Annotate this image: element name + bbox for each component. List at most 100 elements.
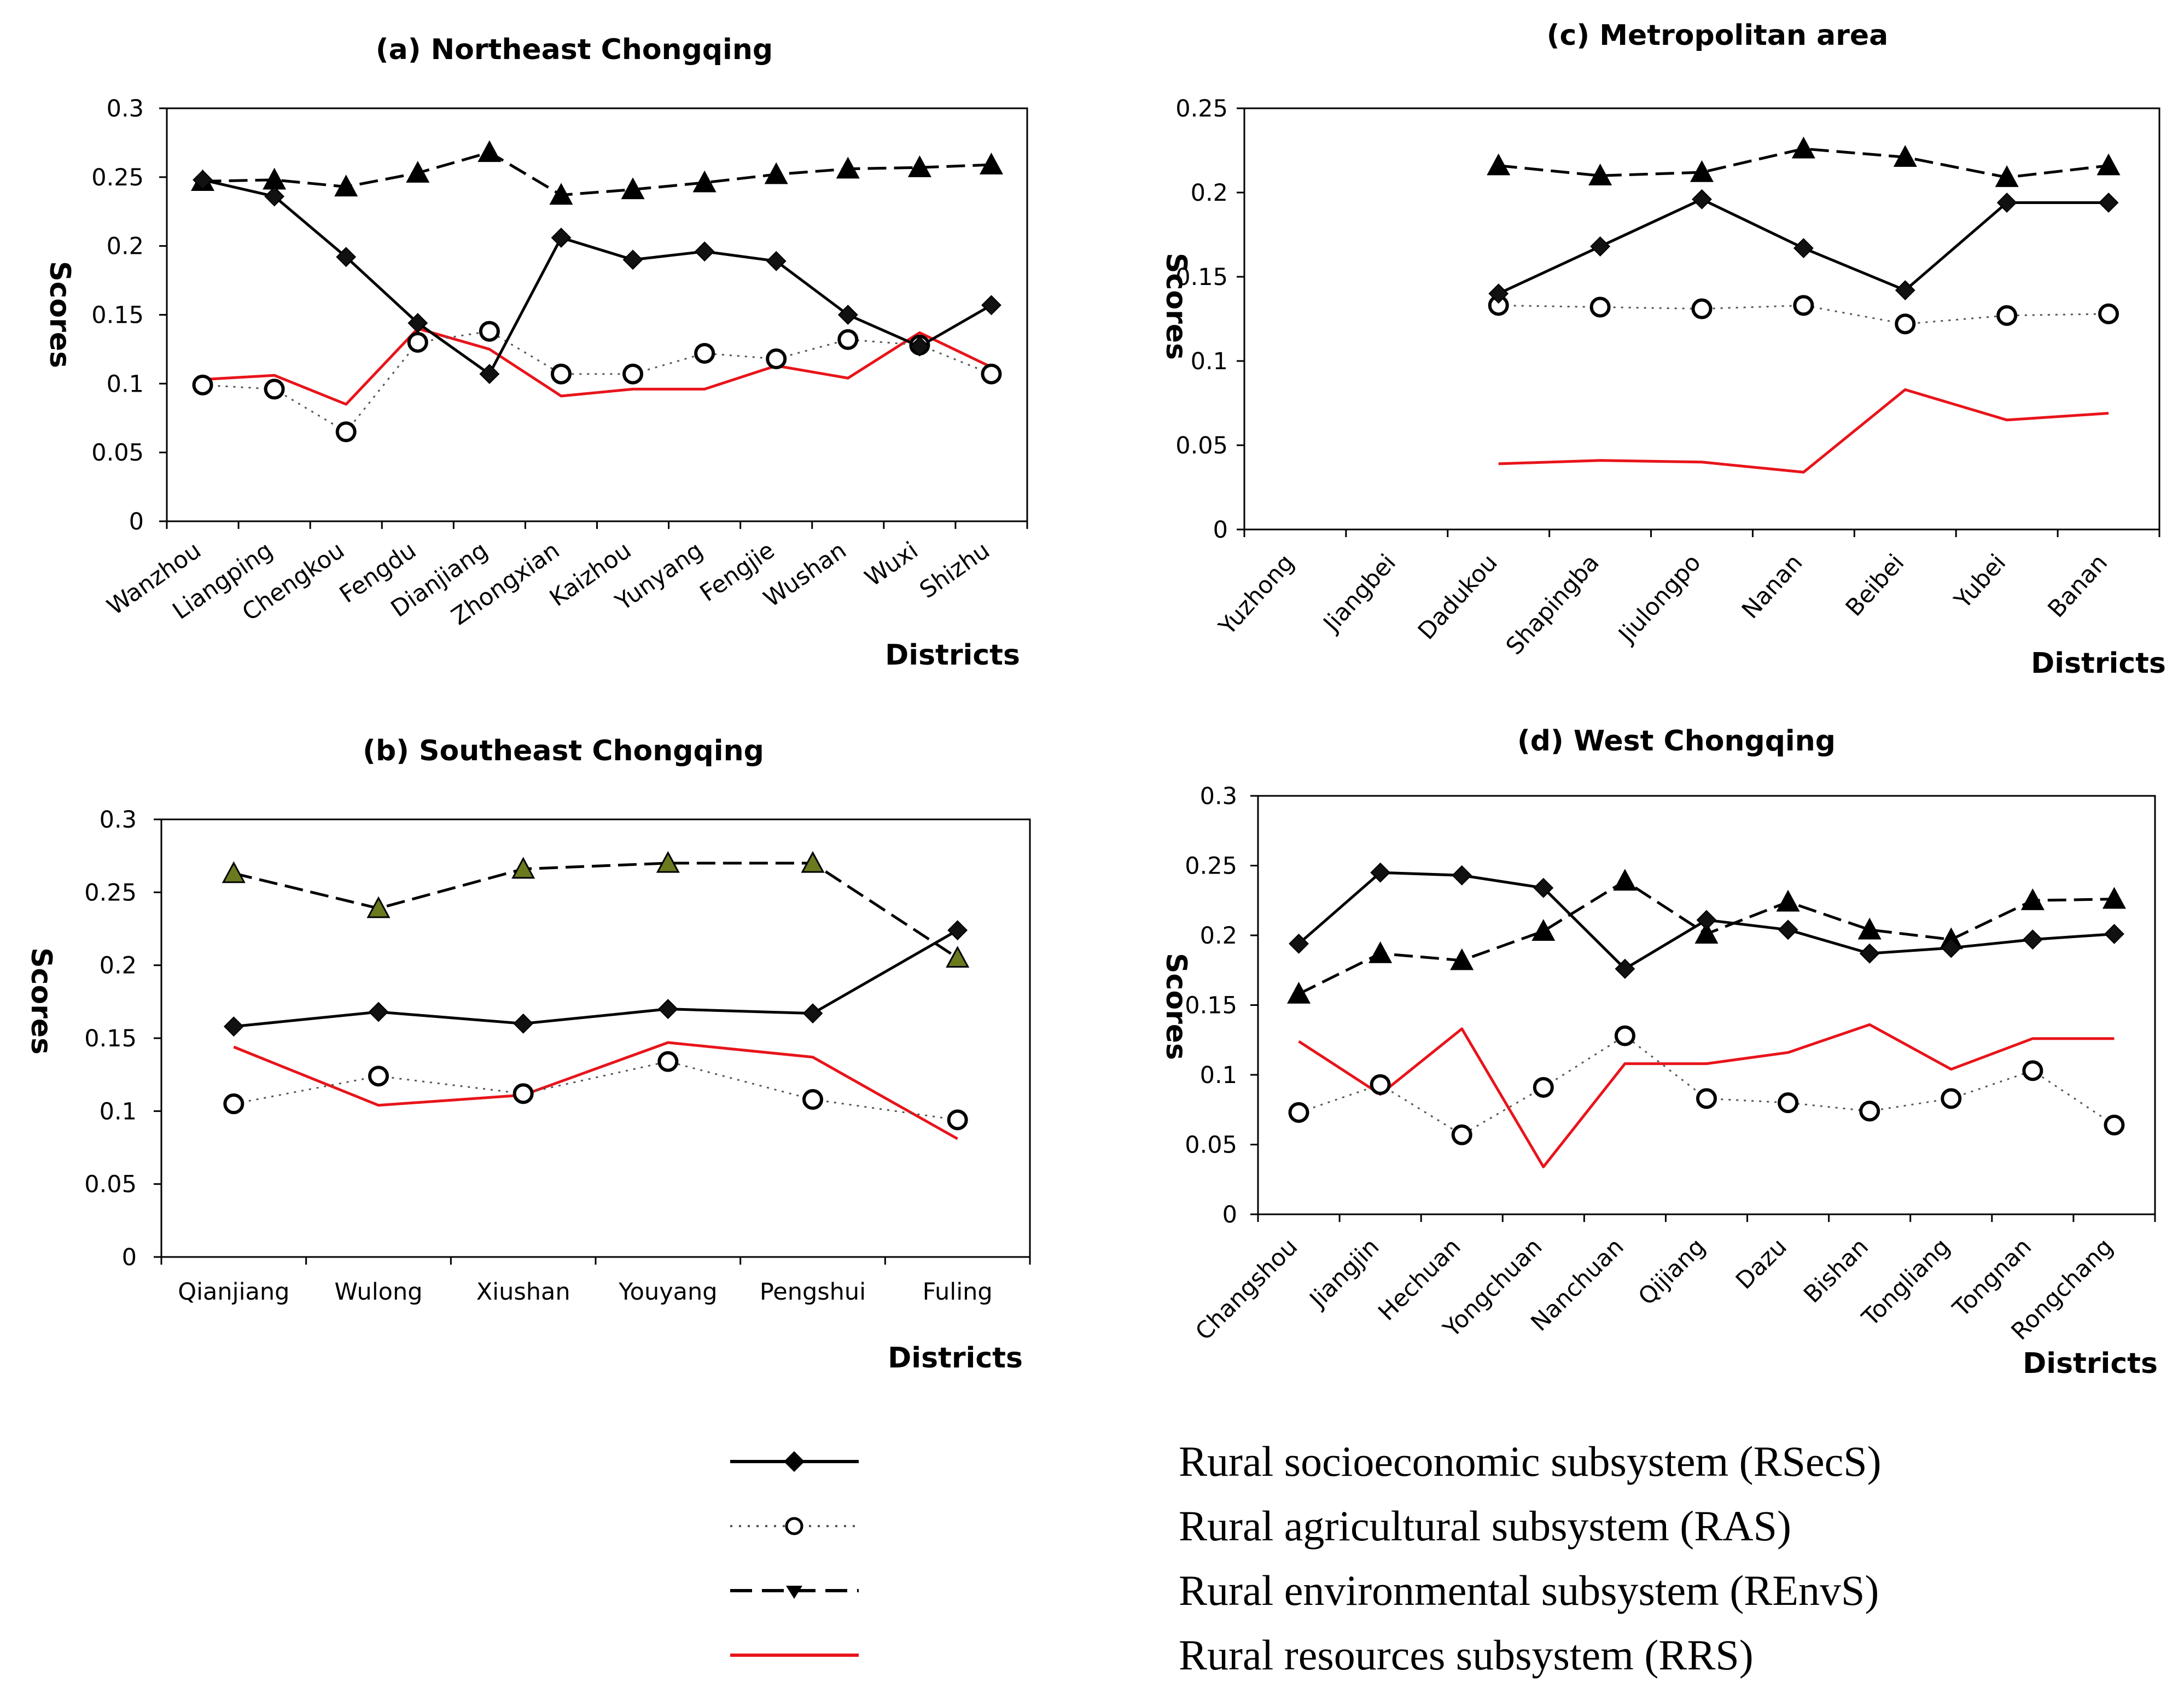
series-line-renvs [202,151,992,197]
x-tick-label: Dazu [1731,1233,1792,1295]
data-point-rsecs [1615,958,1635,979]
data-point-renvs [334,174,358,197]
data-point-renvs [1857,917,1882,940]
series-line-rrs [233,1041,958,1140]
data-point-ras [1696,1088,1717,1109]
data-point-ras [657,1051,679,1072]
data-point-renvs [1368,941,1393,963]
chart-title: (a) Northeast Chongqing [376,33,773,66]
x-tick-label: Youyang [618,1278,717,1306]
y-tick-label: 0.2 [1200,922,1237,950]
data-point-renvs [1450,948,1474,970]
y-tick-label: 0 [1213,516,1228,544]
data-point-renvs [1487,153,1511,176]
y-tick-label: 0.05 [91,439,144,467]
data-point-rsecs [1941,938,1961,958]
y-tick-label: 0.1 [100,1098,137,1125]
y-tick-label: 0 [1222,1201,1237,1229]
data-point-rsecs [1692,189,1712,209]
series-line-ras [234,1061,958,1121]
x-tick-label: Wuxi [860,537,923,592]
data-point-renvs [1531,919,1556,941]
data-point-rsecs [1895,280,1915,301]
data-point-renvs [621,177,645,200]
data-point-renvs [836,156,860,179]
data-point-rsecs [368,1002,389,1022]
data-point-rsecs [513,1013,534,1034]
data-point-ras [1288,1102,1309,1123]
x-tick-label: Yubei [1949,549,2011,614]
data-point-rsecs [1996,193,2017,213]
x-axis-label: Districts [2023,1347,2158,1380]
legend-item-rrs: Rural resources subsystem (RRS) [730,1631,1754,1679]
y-axis-label: Scores [43,261,76,368]
chart-title: (b) Southeast Chongqing [363,735,764,767]
x-tick-label: Xiushan [476,1278,570,1306]
x-tick-label: Bishan [1798,1233,1874,1308]
data-point-renvs [1776,889,1800,912]
chart-panel-b: (b) Southeast Chongqing 0 0.05 0.1 0.15 0.2 0.… [25,735,1031,1375]
data-point-rsecs [2098,193,2119,213]
series-line-rsecs [234,929,958,1028]
data-point-rsecs [1289,933,1309,954]
y-tick-label: 0.2 [100,952,137,980]
legend-item-renvs: Rural environmental subsystem (REnvS) [730,1567,1879,1614]
data-point-rsecs [2104,924,2124,944]
x-tick-label: Jiangjin [1303,1233,1384,1314]
y-tick-label: 0.15 [1175,264,1228,291]
plot-frame [1243,107,2160,531]
x-axis-label: Districts [2031,647,2166,680]
data-point-rsecs [1452,865,1472,886]
data-point-ras [264,379,285,400]
data-point-rsecs [193,170,213,190]
data-point-ras [766,348,787,370]
y-tick-label: 0.1 [107,370,144,398]
data-point-renvs [1893,145,1917,167]
data-point-rsecs [223,1016,244,1037]
x-tick-label: Wulong [334,1278,422,1306]
data-point-rsecs [1370,862,1391,883]
data-point-renvs [1588,164,1612,185]
y-tick-label: 0.3 [107,95,144,123]
data-point-rsecs [1778,919,1798,940]
data-point-renvs [477,140,502,162]
data-point-rsecs [657,999,678,1020]
y-tick-label: 0.1 [1200,1062,1237,1089]
data-point-ras [1451,1124,1472,1145]
data-point-rsecs [1793,238,1814,259]
y-tick-label: 0.3 [100,806,137,834]
x-tick-label: Wushan [759,537,851,613]
x-tick-label: Banan [2043,549,2113,623]
series-line-rsecs [202,178,992,376]
data-point-rsecs [2022,929,2043,950]
data-point-ras [947,1109,968,1131]
y-tick-label: 0.25 [84,879,137,906]
data-point-rsecs [407,313,428,334]
data-point-renvs [222,861,246,883]
x-axis-label: Districts [888,1342,1023,1375]
x-tick-label: Nanan [1737,549,1808,624]
data-point-renvs [1791,136,1815,159]
chart-title: (c) Metropolitan area [1547,19,1888,52]
data-point-renvs [1995,165,2019,187]
series-line-ras [202,330,992,433]
y-axis-label: Scores [25,947,57,1055]
legend-circle-marker [785,1517,803,1535]
data-point-ras [1691,298,1713,319]
data-point-ras [802,1089,823,1110]
plot-frame [160,818,1031,1258]
data-point-rsecs [837,305,858,325]
data-point-renvs [1613,869,1637,891]
data-point-rsecs [622,249,643,270]
data-point-ras [512,1083,534,1104]
plot-frame [166,107,1028,522]
data-point-ras [837,329,859,350]
x-tick-label: Shapingba [1501,549,1605,660]
data-point-ras [1895,313,1916,335]
data-point-ras [1589,296,1611,318]
data-point-ras [1614,1025,1635,1046]
series-line-rrs [1298,1023,2115,1168]
y-tick-label: 0.15 [1185,992,1237,1020]
data-point-renvs [801,851,825,873]
